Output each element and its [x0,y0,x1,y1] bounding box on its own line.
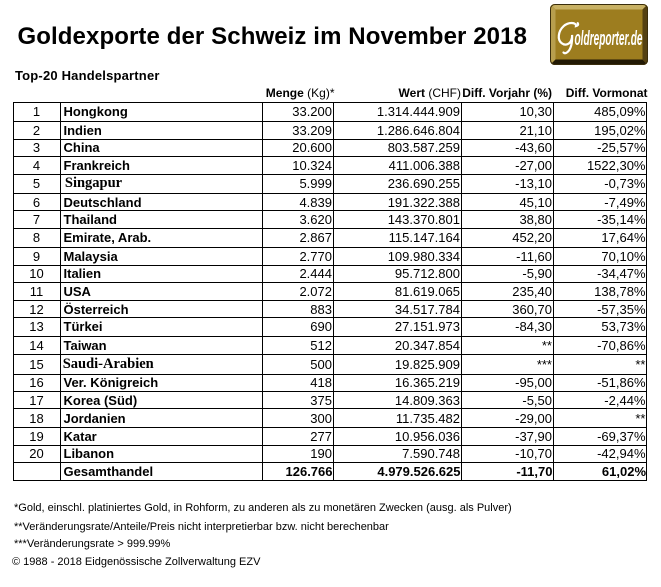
svg-text:oldreporter.de: oldreporter.de [575,28,643,50]
